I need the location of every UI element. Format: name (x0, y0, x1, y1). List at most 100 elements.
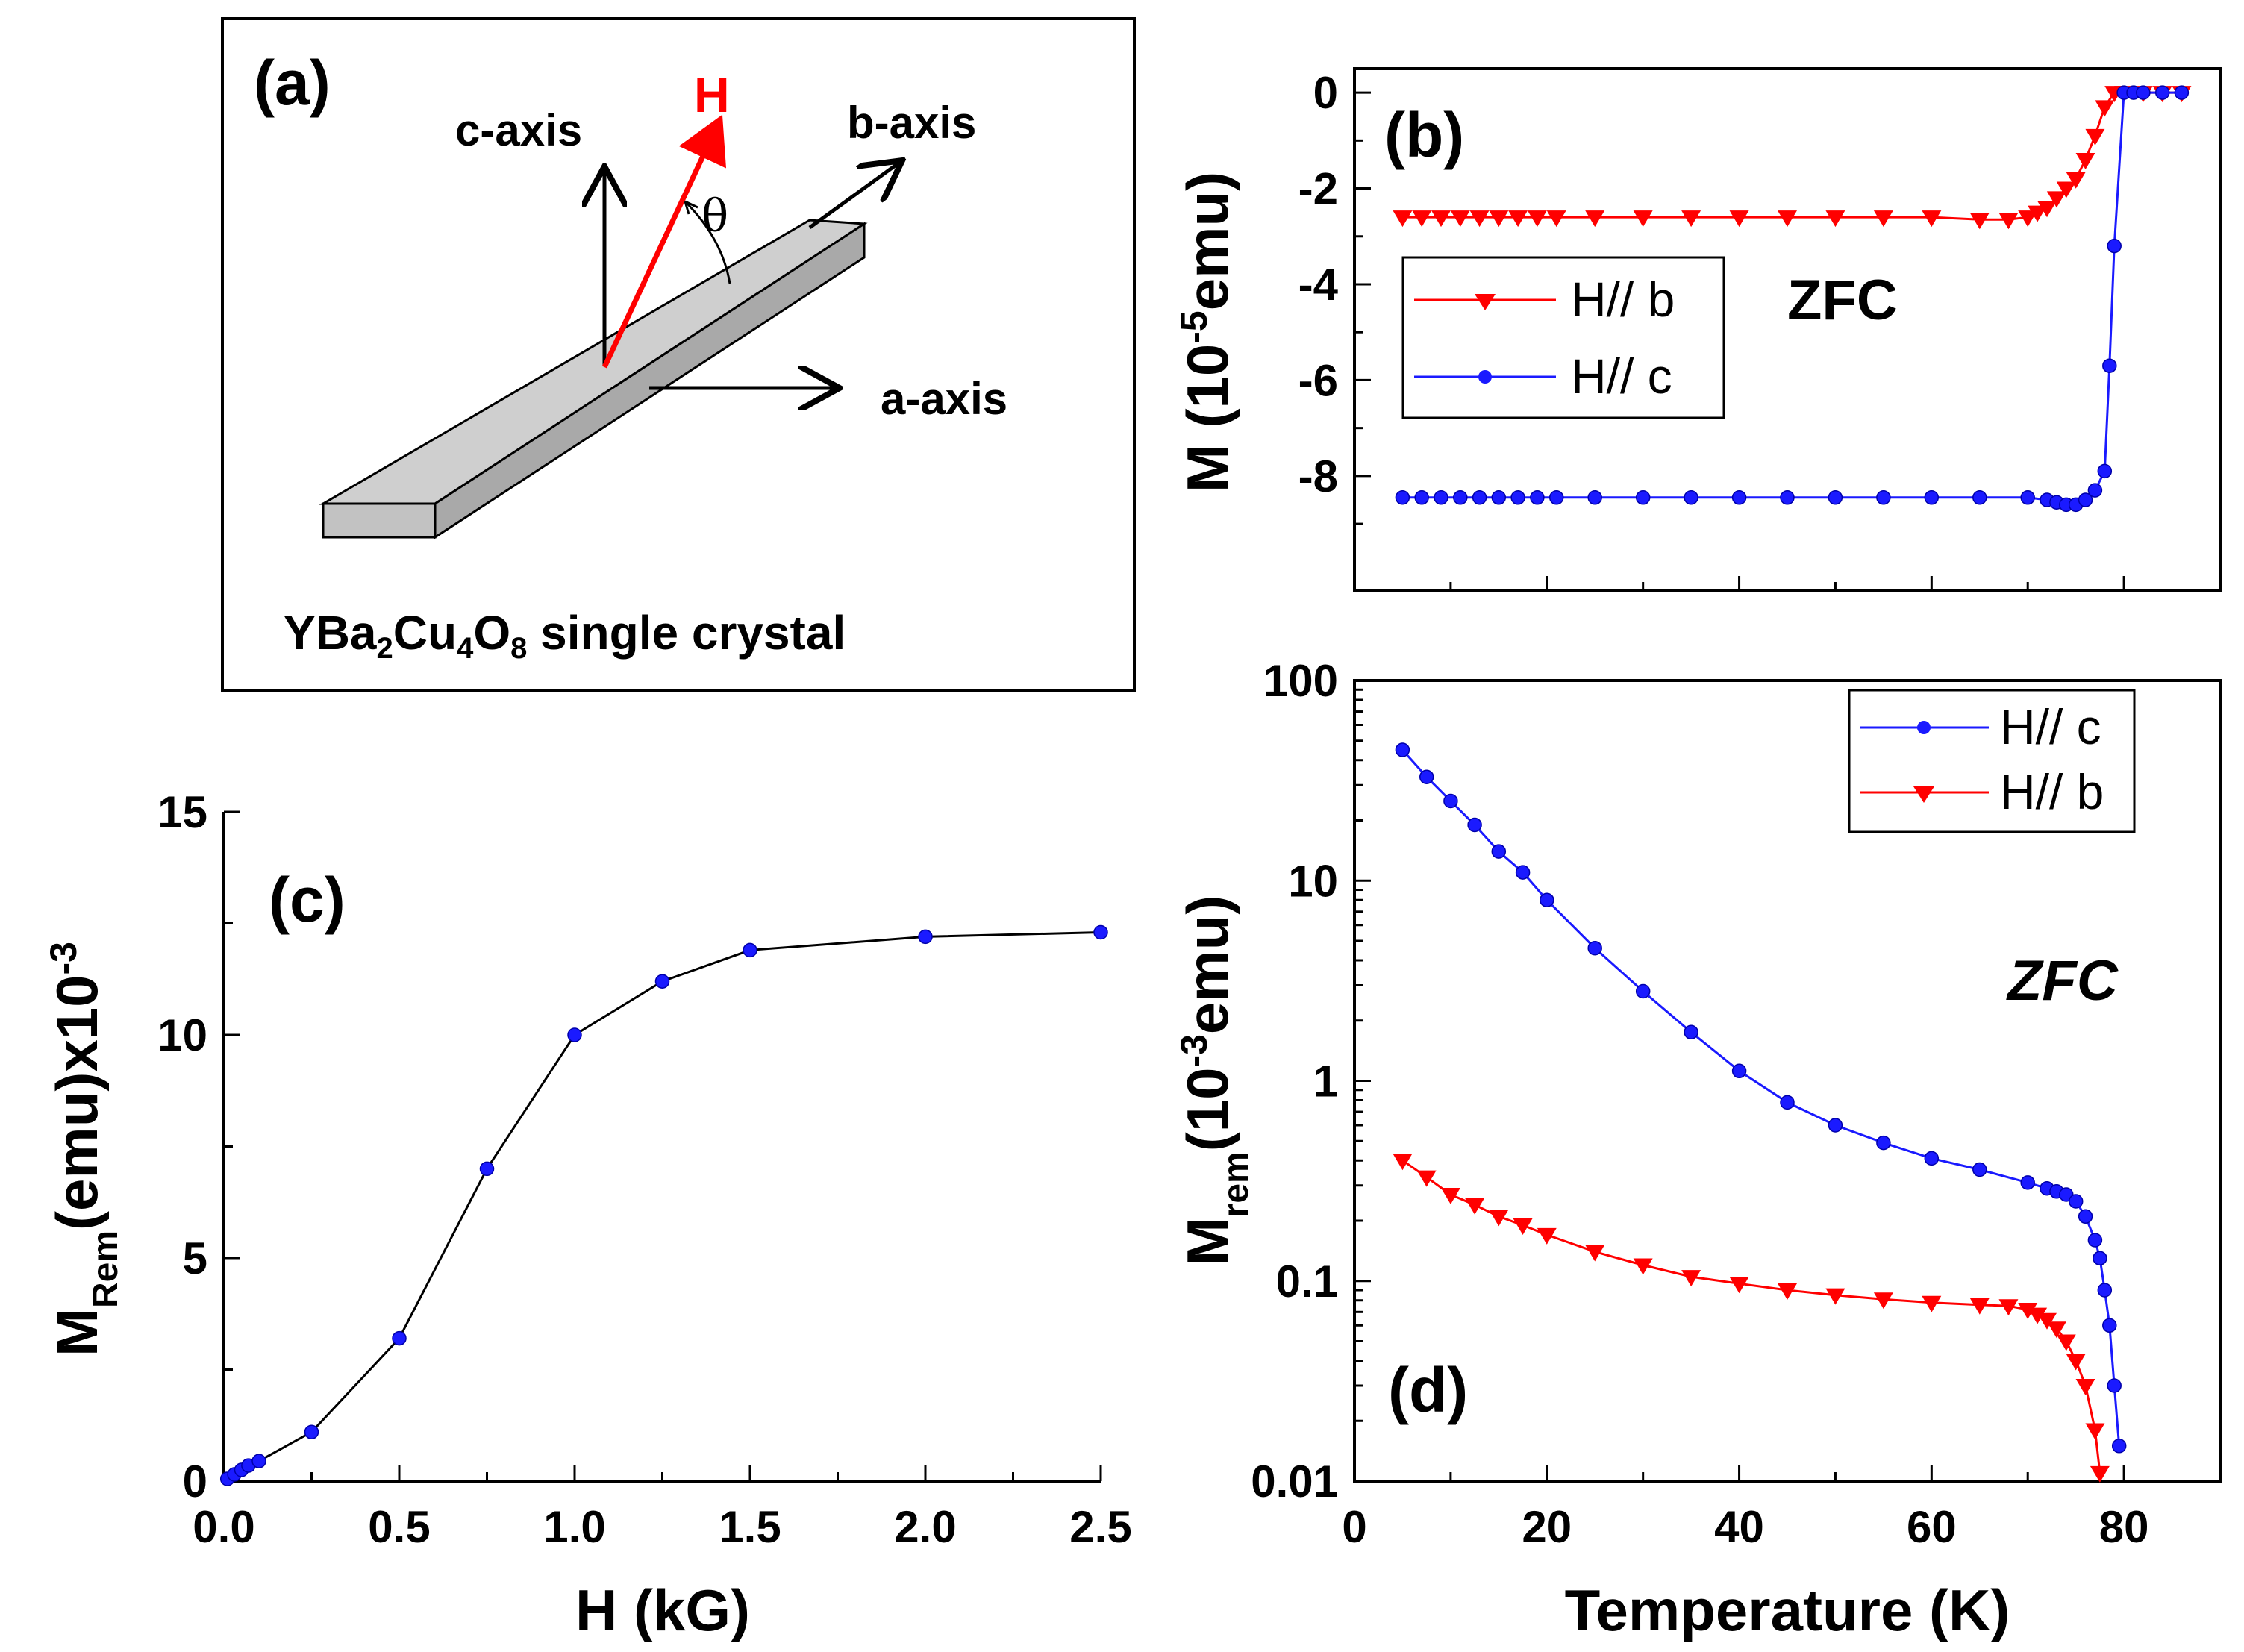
data-point-2-0-20 (2068, 1194, 2084, 1209)
data-point-1-0-9 (654, 974, 670, 989)
data-point-0-0-13 (1778, 210, 1797, 228)
data-point-2-0-25 (2102, 1318, 2117, 1333)
legend-d-marker-hc (1917, 721, 1931, 734)
data-point-0-1-6 (1510, 490, 1525, 505)
b-axis-label: b-axis (847, 98, 976, 148)
data-point-2-0-1 (1419, 769, 1434, 784)
data-point-0-1-5 (1491, 490, 1507, 505)
c-ytick-label: 5 (183, 1233, 207, 1283)
data-point-2-0-11 (1780, 1095, 1795, 1110)
c-xtick-label: 0.0 (193, 1502, 254, 1552)
panel-d-legend: H// c H// b (1848, 689, 2136, 833)
panel-c: 0 5 10 15 0.0 0.5 1.0 1.5 2.0 2.5 (c) H (kG) MRem… (43, 787, 1132, 1643)
d-ytick-label: 10 (1288, 856, 1338, 906)
data-point-2-1-22 (2066, 1354, 2086, 1371)
data-point-2-0-16 (2020, 1175, 2035, 1190)
data-point-0-1-12 (1731, 490, 1747, 505)
panel-c-ticks: 0 5 10 15 0.0 0.5 1.0 1.5 2.0 2.5 (157, 787, 1131, 1552)
c-axis-label: c-axis (455, 105, 582, 155)
panel-d-ticks: 0.01 0.1 1 10 100 0 20 40 60 80 (1251, 656, 2222, 1552)
panel-b-plot-area (1353, 67, 2222, 592)
data-point-0-0-10 (1633, 210, 1653, 228)
data-point-2-1-16 (1998, 1299, 2019, 1316)
data-point-2-1-12 (1825, 1288, 1845, 1305)
data-point-0-0-4 (1469, 210, 1490, 228)
data-point-1-0-11 (918, 929, 933, 945)
data-point-0-0-2 (1431, 210, 1451, 228)
data-point-0-0-25 (2075, 153, 2095, 170)
data-point-2-0-27 (2111, 1439, 2127, 1454)
theta-arc-head (684, 200, 698, 215)
b-ytick-label: -4 (1298, 260, 1339, 310)
data-point-2-0-26 (2107, 1378, 2122, 1393)
data-point-0-1-30 (2136, 85, 2151, 100)
b-ytick-label: 0 (1313, 68, 1338, 118)
data-point-2-1-4 (1489, 1210, 1509, 1227)
data-point-0-1-7 (1530, 490, 1545, 505)
data-point-0-1-9 (1587, 490, 1602, 505)
d-xtick-label: 20 (1522, 1502, 1572, 1552)
data-point-0-0-21 (2037, 201, 2057, 218)
panel-d-legend-frame (1848, 689, 2136, 833)
panel-a: (a) H c-axis b-axis a-axis θ YBa2Cu4O8 s… (221, 17, 1136, 692)
data-point-0-0-26 (2085, 128, 2105, 146)
legend-d-label-hb: H// b (2000, 764, 2104, 819)
data-point-0-0-6 (1508, 210, 1528, 228)
field-arrow (601, 114, 727, 369)
data-point-2-0-6 (1540, 892, 1554, 907)
data-point-0-0-23 (2056, 181, 2076, 198)
legend-d-label-hc: H// c (2000, 699, 2101, 754)
data-point-0-0-9 (1585, 210, 1605, 228)
data-point-2-0-5 (1515, 865, 1531, 880)
data-point-2-0-23 (2093, 1251, 2107, 1265)
data-point-2-0-13 (1876, 1135, 1891, 1151)
data-point-0-1-4 (1472, 490, 1487, 505)
data-point-1-0-6 (392, 1330, 407, 1346)
data-point-0-0-27 (2095, 100, 2115, 117)
data-point-0-1-32 (2174, 85, 2190, 100)
b-ytick-label: -6 (1298, 355, 1338, 405)
data-point-0-1-15 (1876, 490, 1891, 505)
data-point-1-0-8 (567, 1027, 582, 1042)
a-axis-label: a-axis (881, 374, 1007, 424)
data-point-0-1-3 (1453, 490, 1468, 505)
panel-c-xlabel: H (kG) (575, 1577, 750, 1643)
data-point-2-1-23 (2075, 1379, 2095, 1396)
data-point-2-1-3 (1465, 1198, 1485, 1215)
data-point-0-1-26 (2102, 358, 2117, 373)
c-xtick-label: 2.5 (1069, 1502, 1131, 1552)
data-point-0-0-7 (1527, 210, 1547, 228)
data-point-2-1-24 (2085, 1423, 2105, 1440)
legend-b-marker-hb (1475, 294, 1496, 310)
data-point-2-1-13 (1873, 1292, 1893, 1310)
data-point-0-0-20 (2028, 205, 2048, 222)
panel-b-legend-frame (1401, 256, 1725, 419)
theta-label: θ (701, 190, 728, 243)
panel-d-series (1393, 742, 2127, 1483)
data-point-1-0-5 (304, 1424, 319, 1439)
data-point-2-0-24 (2097, 1283, 2113, 1298)
panel-b-ticks: 0 -2 -4 -6 -8 (1298, 68, 2222, 591)
data-point-2-1-2 (1440, 1188, 1460, 1205)
data-point-2-1-17 (2018, 1303, 2038, 1320)
data-point-0-0-14 (1825, 210, 1845, 228)
data-point-0-0-12 (1729, 210, 1749, 228)
field-label: H (694, 67, 730, 122)
data-point-2-1-25 (2090, 1465, 2110, 1483)
c-ytick-label: 15 (157, 787, 207, 837)
c-xtick-label: 2.0 (894, 1502, 956, 1552)
data-point-0-1-16 (1924, 490, 1940, 505)
data-point-2-1-5 (1513, 1218, 1533, 1235)
data-point-0-0-18 (1998, 213, 2019, 230)
data-point-1-0-12 (1093, 924, 1108, 940)
panel-b-ylabel: M (10-5emu) (1173, 172, 1240, 492)
data-point-0-1-13 (1780, 490, 1795, 505)
panel-d-zfc: ZFC (2006, 949, 2119, 1013)
data-point-0-0-24 (2066, 172, 2086, 189)
data-point-2-1-6 (1537, 1227, 1557, 1245)
series-line-2-1 (1401, 1159, 2101, 1474)
data-point-0-1-11 (1684, 490, 1698, 505)
data-point-2-1-19 (2037, 1312, 2057, 1330)
c-xtick-label: 1.5 (719, 1502, 781, 1552)
data-point-0-0-0 (1393, 210, 1413, 228)
